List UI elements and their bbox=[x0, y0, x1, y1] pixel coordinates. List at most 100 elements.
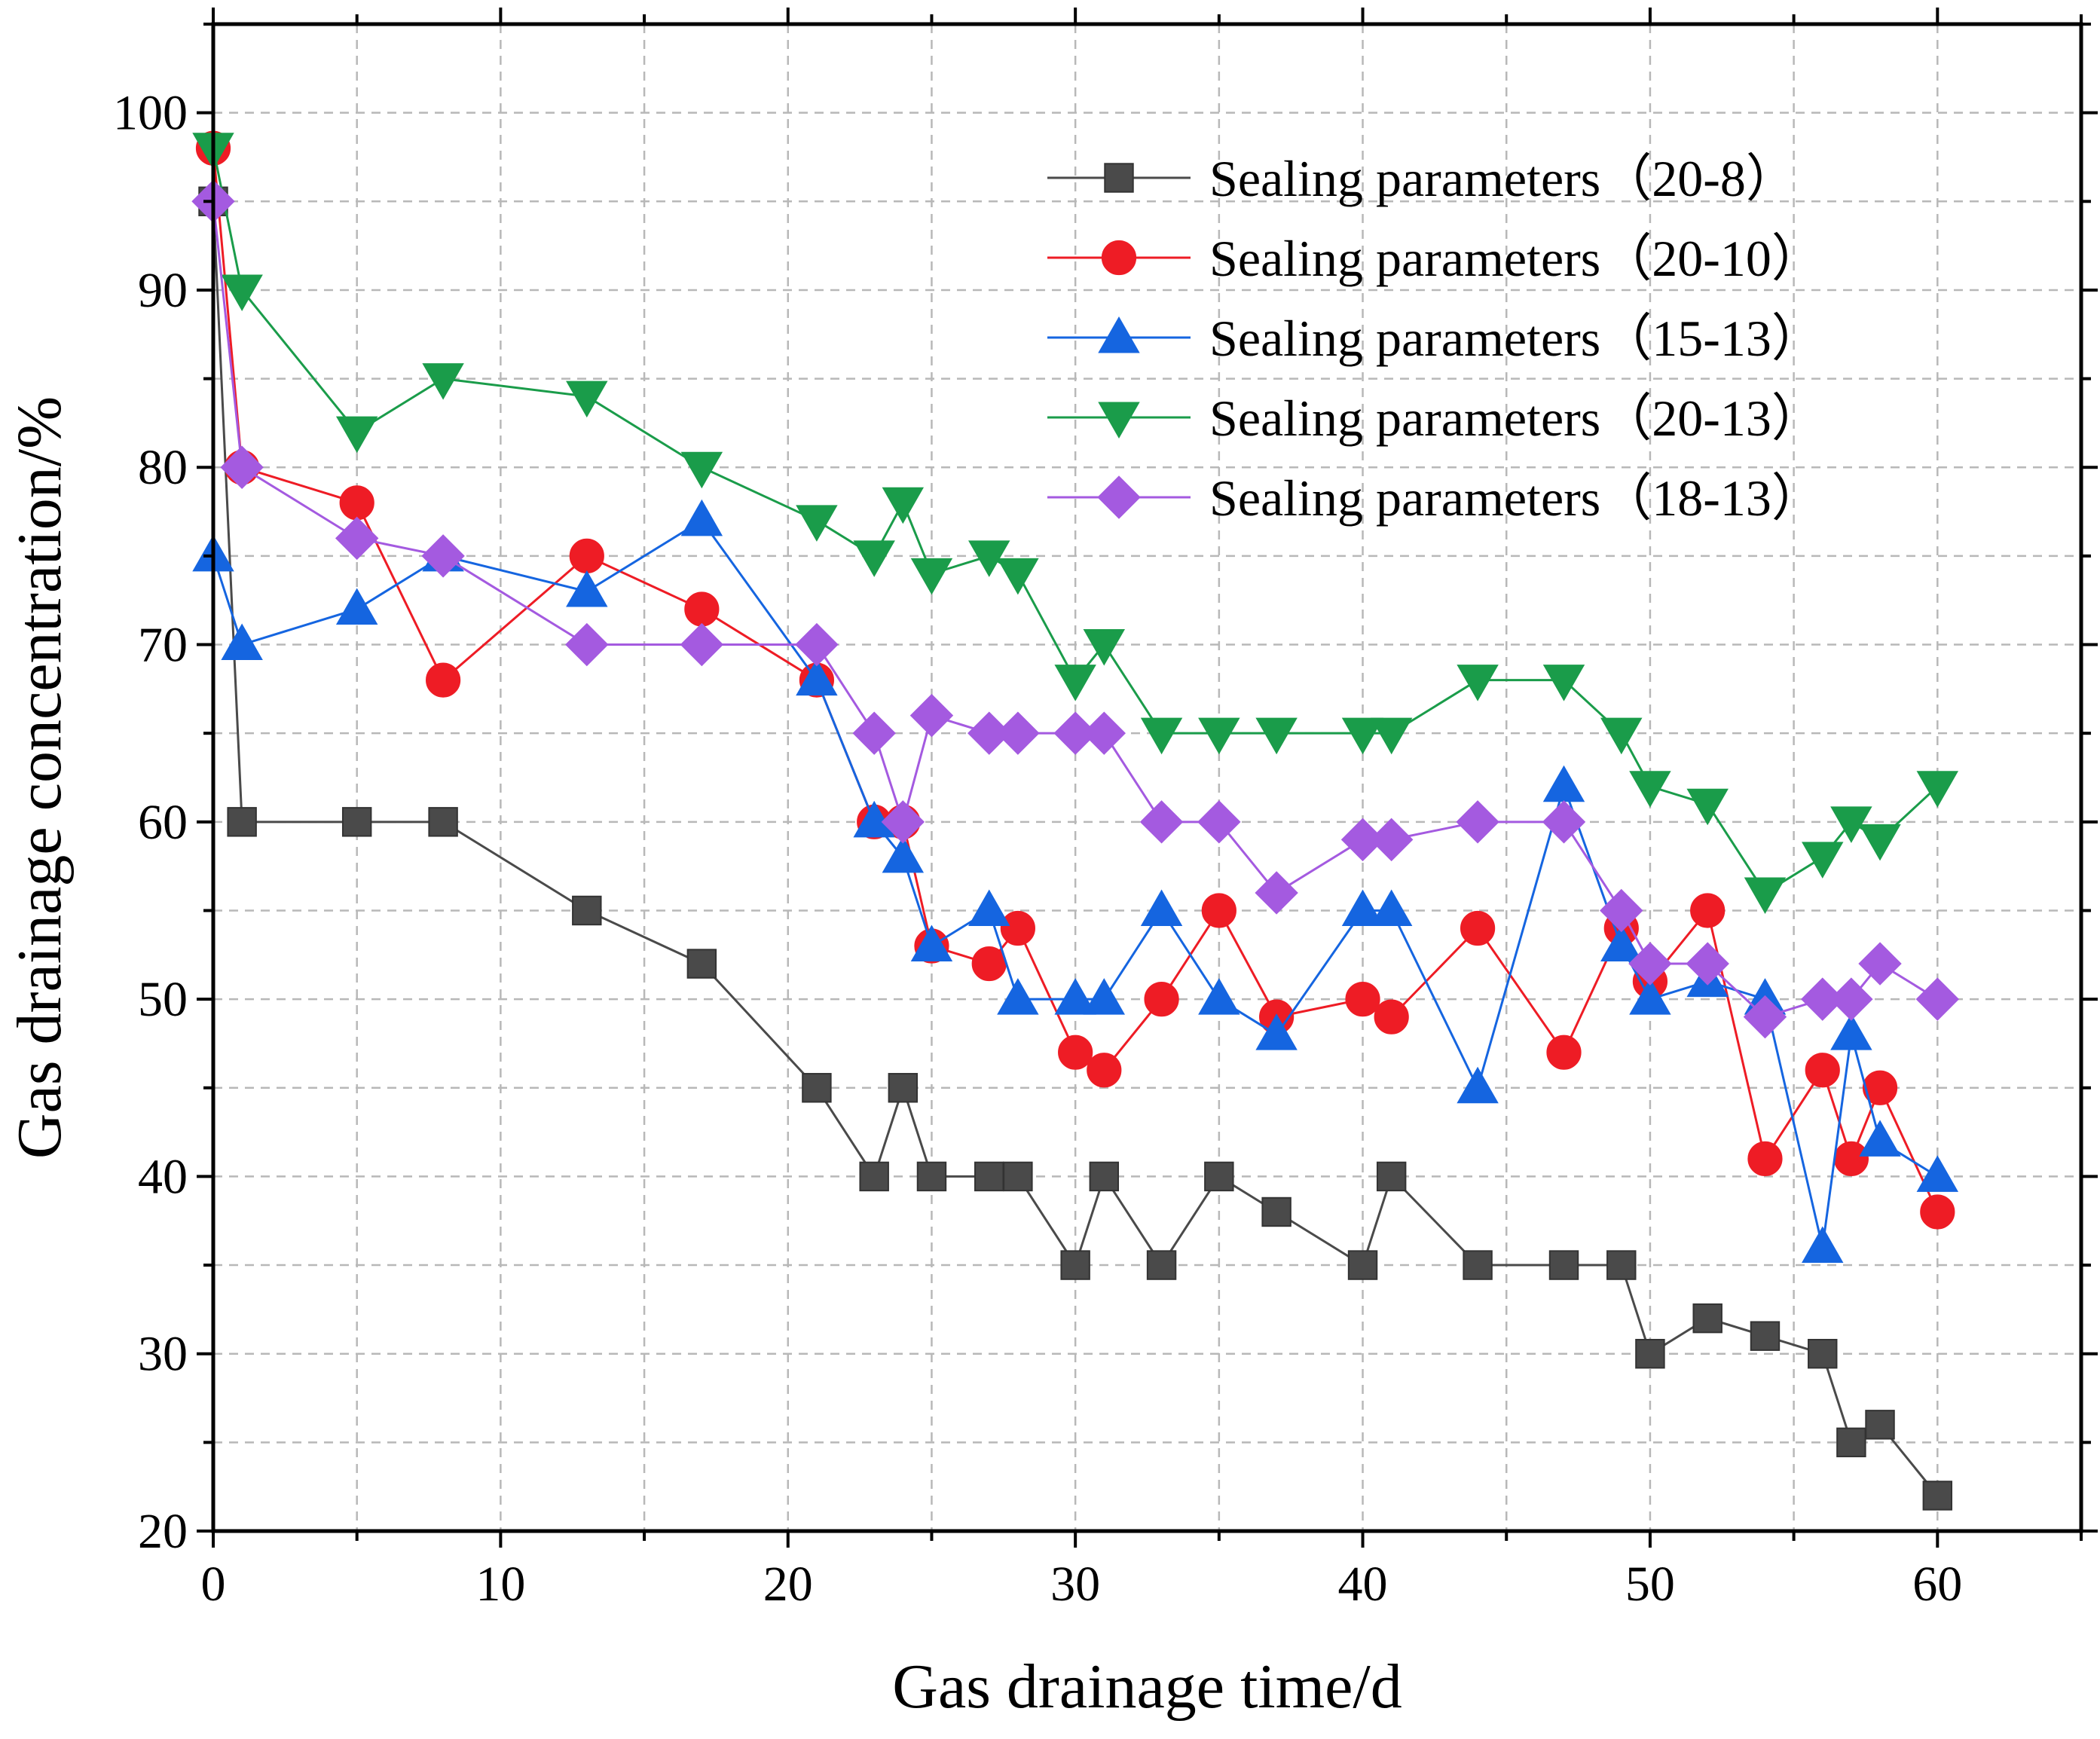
data-point bbox=[1255, 717, 1298, 755]
data-point bbox=[1204, 1161, 1234, 1192]
data-point bbox=[1606, 1250, 1637, 1280]
data-point bbox=[1198, 978, 1240, 1015]
legend-item: Sealing parameters（15-13） bbox=[1047, 310, 1823, 367]
data-point bbox=[1340, 818, 1385, 862]
data-point bbox=[684, 591, 720, 627]
data-point bbox=[1865, 1410, 1895, 1440]
data-point bbox=[1922, 1481, 1953, 1511]
data-point bbox=[1858, 942, 1902, 986]
data-point bbox=[1054, 978, 1096, 1015]
data-point bbox=[1087, 1053, 1122, 1088]
data-point bbox=[1144, 982, 1179, 1017]
data-point bbox=[1686, 788, 1729, 826]
data-point bbox=[1140, 889, 1183, 926]
axis-ticks bbox=[197, 8, 2098, 1548]
y-tick-label: 100 bbox=[113, 86, 188, 141]
data-point bbox=[1629, 978, 1671, 1015]
data-point bbox=[1198, 717, 1240, 755]
series-4 bbox=[192, 133, 1959, 914]
data-point bbox=[335, 416, 378, 454]
data-point bbox=[335, 516, 379, 561]
data-point bbox=[1802, 1226, 1844, 1264]
data-point bbox=[1862, 1070, 1898, 1105]
legend-label: Sealing parameters（20-13） bbox=[1209, 390, 1823, 447]
data-point bbox=[1916, 771, 1959, 808]
data-point bbox=[1463, 1250, 1493, 1280]
data-point bbox=[1801, 977, 1845, 1021]
data-point bbox=[1255, 871, 1298, 915]
data-point bbox=[1805, 1053, 1840, 1088]
data-point bbox=[339, 485, 374, 521]
data-point bbox=[967, 711, 1011, 755]
data-point bbox=[1201, 893, 1236, 928]
data-point bbox=[1747, 1141, 1783, 1176]
data-point bbox=[1859, 1120, 1901, 1157]
data-point bbox=[566, 381, 608, 418]
data-point bbox=[1370, 889, 1413, 926]
data-point bbox=[686, 949, 717, 979]
data-point bbox=[882, 836, 925, 873]
data-point bbox=[1457, 1066, 1499, 1104]
y-tick-label: 40 bbox=[138, 1149, 188, 1204]
tick-labels: 0 10 20 30 40 50 60 20 30 40 50 60 70 80 90 100 bbox=[113, 86, 1962, 1612]
data-point bbox=[1054, 665, 1096, 701]
data-point bbox=[341, 807, 372, 837]
legend-marker bbox=[1098, 402, 1140, 439]
data-point bbox=[909, 693, 954, 738]
y-tick-label: 50 bbox=[138, 972, 188, 1027]
data-point bbox=[221, 274, 263, 311]
data-point bbox=[853, 540, 895, 577]
legend-item: Sealing parameters（20-10） bbox=[1047, 230, 1823, 287]
series-3 bbox=[192, 499, 1959, 1264]
data-point bbox=[796, 659, 838, 696]
data-point bbox=[428, 807, 458, 837]
data-point bbox=[1139, 800, 1184, 844]
data-point bbox=[1060, 1250, 1090, 1280]
data-point bbox=[971, 946, 1007, 982]
data-point bbox=[1058, 1035, 1093, 1070]
data-point bbox=[1690, 893, 1726, 928]
data-point bbox=[1808, 1338, 1838, 1369]
data-point bbox=[680, 451, 723, 489]
data-point bbox=[910, 558, 953, 595]
data-point bbox=[1750, 1321, 1781, 1351]
data-point bbox=[881, 800, 925, 844]
x-tick-label: 50 bbox=[1625, 1557, 1675, 1612]
data-point bbox=[422, 363, 464, 400]
data-point bbox=[1548, 1250, 1579, 1280]
data-point bbox=[1920, 1194, 1955, 1230]
legend-label: Sealing parameters（20-10） bbox=[1209, 230, 1823, 287]
x-tick-label: 60 bbox=[1912, 1557, 1962, 1612]
data-point bbox=[1600, 925, 1643, 962]
data-point bbox=[569, 538, 604, 573]
data-point bbox=[888, 1073, 919, 1103]
data-point bbox=[1628, 942, 1672, 986]
y-tick-label: 60 bbox=[138, 795, 188, 850]
legend-marker bbox=[1098, 316, 1140, 353]
data-point bbox=[1635, 1338, 1665, 1369]
data-point bbox=[1744, 877, 1787, 914]
data-point bbox=[1743, 995, 1787, 1039]
legend-label: Sealing parameters（15-13） bbox=[1209, 310, 1823, 367]
data-point bbox=[1345, 982, 1380, 1017]
data-point bbox=[1802, 842, 1844, 879]
data-point bbox=[1374, 999, 1409, 1035]
data-point bbox=[1829, 977, 1873, 1021]
y-axis-title: Gas drainage concentration/% bbox=[5, 396, 75, 1159]
data-point bbox=[852, 711, 896, 755]
data-point bbox=[1000, 910, 1035, 946]
data-point bbox=[1082, 711, 1126, 755]
data-point bbox=[1542, 665, 1585, 701]
data-point bbox=[968, 889, 1010, 926]
data-point bbox=[1140, 717, 1183, 755]
data-point bbox=[1830, 1013, 1872, 1050]
data-point bbox=[221, 623, 263, 661]
data-point bbox=[565, 622, 609, 667]
y-tick-label: 30 bbox=[138, 1327, 188, 1382]
data-point bbox=[1460, 910, 1496, 946]
data-point bbox=[680, 622, 724, 667]
data-point bbox=[1003, 1161, 1033, 1192]
data-point bbox=[220, 445, 264, 489]
plot-frame bbox=[211, 22, 2083, 1533]
data-point bbox=[1456, 800, 1499, 844]
